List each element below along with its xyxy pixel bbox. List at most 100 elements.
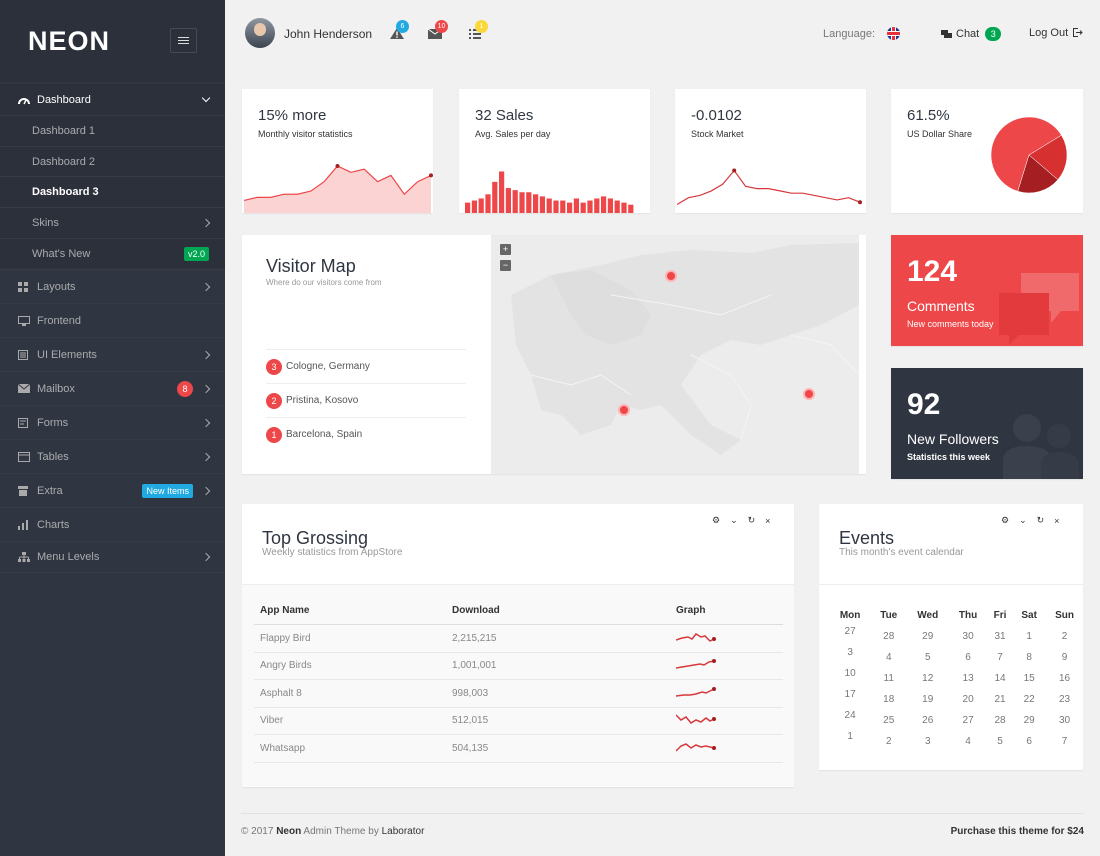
- sidebar-item-dashboard-2[interactable]: Dashboard 2: [0, 147, 225, 177]
- uk-flag-icon[interactable]: [887, 27, 900, 40]
- calendar-day[interactable]: 7: [997, 652, 1003, 663]
- gear-icon[interactable]: ⚙: [712, 515, 721, 525]
- followers-tile[interactable]: 92 New Followers Statistics this week: [891, 368, 1083, 479]
- column-header[interactable]: App Name: [254, 597, 446, 625]
- calendar-day[interactable]: 28: [994, 715, 1006, 726]
- column-header[interactable]: Graph: [646, 597, 783, 625]
- sidebar-item-tables[interactable]: Tables: [0, 440, 225, 474]
- calendar-day[interactable]: 22: [1023, 694, 1035, 705]
- sidebar-item-dashboard-1[interactable]: Dashboard 1: [0, 116, 225, 147]
- menu-toggle-button[interactable]: [170, 28, 197, 53]
- calendar-day[interactable]: 17: [844, 689, 856, 700]
- chevron-down-icon[interactable]: ⌄: [730, 515, 738, 525]
- calendar-day[interactable]: 25: [883, 715, 895, 726]
- calendar-day[interactable]: 15: [1023, 673, 1035, 684]
- zoom-in-button[interactable]: +: [500, 244, 511, 255]
- purchase-link[interactable]: Purchase this theme for $24: [950, 826, 1084, 837]
- sidebar-item-layouts[interactable]: Layouts: [0, 270, 225, 304]
- calendar-day[interactable]: 26: [922, 715, 934, 726]
- trend-sparkline: [675, 632, 716, 642]
- calendar-day[interactable]: 12: [922, 673, 934, 684]
- table-row[interactable]: Viber 512,015: [254, 707, 783, 735]
- chat-button[interactable]: Chat 3: [941, 27, 1002, 41]
- alert-icon[interactable]: [390, 28, 404, 39]
- calendar-day[interactable]: 5: [924, 652, 931, 663]
- calendar-day[interactable]: 11: [883, 673, 894, 684]
- calendar-day[interactable]: 8: [1026, 652, 1032, 663]
- calendar-day[interactable]: 3: [924, 736, 931, 747]
- close-icon[interactable]: ×: [765, 515, 771, 526]
- usd-share-pie-chart: [990, 116, 1068, 194]
- download-count: 504,135: [446, 734, 646, 763]
- calendar-day[interactable]: 9: [1061, 652, 1068, 663]
- zoom-out-button[interactable]: −: [500, 260, 511, 271]
- calendar-day[interactable]: 29: [922, 631, 934, 642]
- sales-bar: [601, 196, 607, 213]
- calendar-day[interactable]: 13: [962, 673, 974, 684]
- chevron-down-icon[interactable]: ⌄: [1019, 515, 1027, 525]
- calendar-day[interactable]: 1: [847, 731, 853, 742]
- user-name[interactable]: John Henderson: [284, 27, 373, 41]
- sidebar-item-menu-levels[interactable]: Menu Levels: [0, 542, 225, 573]
- calendar-day[interactable]: 29: [1023, 715, 1035, 726]
- sidebar-item-frontend[interactable]: Frontend: [0, 304, 225, 338]
- avatar[interactable]: [245, 18, 275, 48]
- map-marker[interactable]: [618, 404, 630, 416]
- calendar-day[interactable]: 1: [1026, 631, 1032, 642]
- calendar-day[interactable]: 6: [965, 652, 971, 663]
- column-header[interactable]: Download: [446, 597, 646, 625]
- calendar-day[interactable]: 14: [994, 673, 1006, 684]
- calendar-day[interactable]: 30: [1059, 715, 1071, 726]
- calendar-day[interactable]: 16: [1059, 673, 1071, 684]
- logout-button[interactable]: Log Out: [1029, 27, 1083, 39]
- calendar-day[interactable]: 4: [885, 652, 892, 663]
- gear-icon[interactable]: ⚙: [1001, 515, 1010, 525]
- table-row[interactable]: Whatsapp 504,135: [254, 734, 783, 763]
- stock-line: [676, 169, 861, 205]
- calendar-day[interactable]: 30: [962, 631, 974, 642]
- refresh-icon[interactable]: ↻: [1036, 515, 1045, 525]
- calendar-day[interactable]: 5: [997, 736, 1003, 747]
- calendar-day[interactable]: 2: [885, 736, 892, 747]
- logo[interactable]: NEON: [28, 26, 111, 56]
- sidebar-item-extra[interactable]: Extra New Items: [0, 474, 225, 508]
- footer-author-link[interactable]: Laborator: [381, 826, 425, 837]
- calendar-day[interactable]: 21: [994, 694, 1006, 705]
- messages-badge: 10: [435, 20, 448, 33]
- table-row[interactable]: Asphalt 8 998,003: [254, 679, 783, 708]
- footer-brand[interactable]: Neon: [276, 826, 302, 837]
- table-header-row: App Name Download Graph: [254, 597, 783, 625]
- close-icon[interactable]: ×: [1054, 515, 1060, 526]
- calendar-day[interactable]: 27: [844, 626, 856, 637]
- calendar-day[interactable]: 20: [962, 694, 974, 705]
- calendar-day[interactable]: 10: [844, 668, 856, 679]
- sidebar-item-mailbox[interactable]: Mailbox 8: [0, 372, 225, 406]
- table-row[interactable]: Angry Birds 1,001,001: [254, 652, 783, 680]
- calendar-day[interactable]: 24: [844, 710, 856, 721]
- table-row[interactable]: Flappy Bird 2,215,215: [254, 624, 783, 653]
- calendar-day[interactable]: 19: [922, 694, 934, 705]
- sidebar-item-charts[interactable]: Charts: [0, 508, 225, 542]
- europe-map[interactable]: + −: [491, 235, 859, 474]
- calendar-day[interactable]: 3: [847, 647, 853, 658]
- sidebar-item-dashboard[interactable]: Dashboard: [0, 84, 225, 116]
- sidebar-item-whats-new[interactable]: What's New v2.0: [0, 239, 225, 270]
- sidebar-item-forms[interactable]: Forms: [0, 406, 225, 440]
- calendar-day[interactable]: 2: [1061, 631, 1068, 642]
- calendar-day[interactable]: 18: [883, 694, 895, 705]
- refresh-icon[interactable]: ↻: [747, 515, 756, 525]
- calendar-day[interactable]: 27: [962, 715, 974, 726]
- calendar-day[interactable]: 23: [1059, 694, 1071, 705]
- comments-tile[interactable]: 124 Comments New comments today: [891, 235, 1083, 346]
- sidebar-item-dashboard-3[interactable]: Dashboard 3: [0, 177, 225, 208]
- calendar-day[interactable]: 6: [1026, 736, 1032, 747]
- sidebar-item-skins[interactable]: Skins: [0, 208, 225, 239]
- sidebar-item-ui-elements[interactable]: UI Elements: [0, 338, 225, 372]
- app-name: Whatsapp: [254, 734, 446, 763]
- calendar-day[interactable]: 28: [883, 631, 895, 642]
- calendar-day[interactable]: 31: [994, 631, 1006, 642]
- calendar-day[interactable]: 4: [965, 736, 971, 747]
- calendar-day[interactable]: 7: [1061, 736, 1068, 747]
- map-marker[interactable]: [665, 270, 677, 282]
- map-marker[interactable]: [803, 388, 815, 400]
